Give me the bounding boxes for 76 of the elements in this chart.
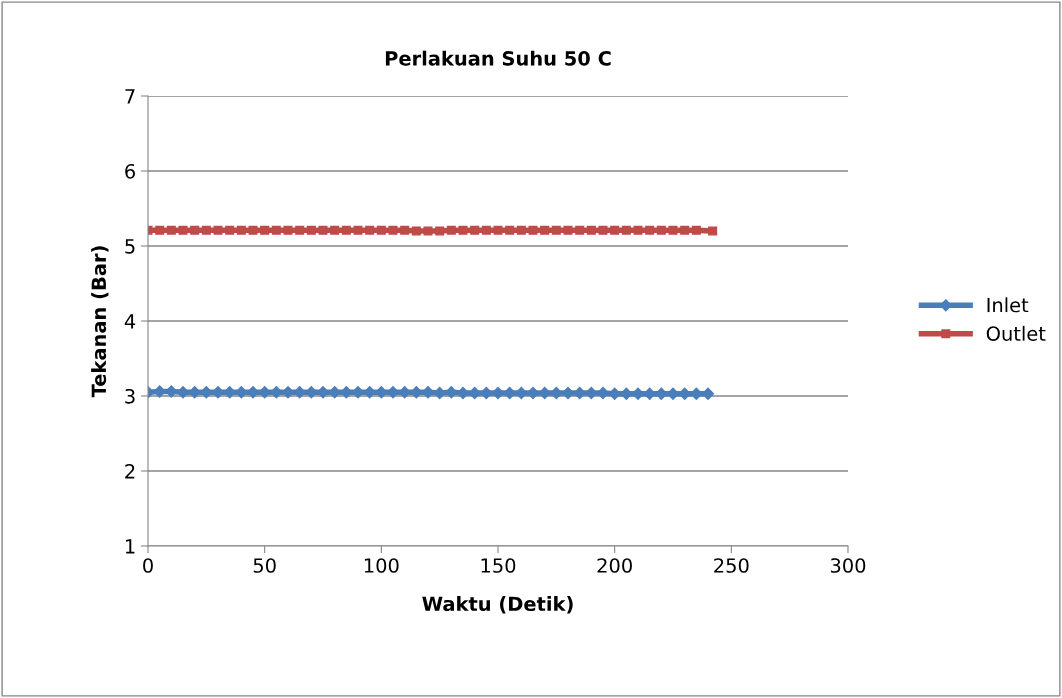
point: [236, 225, 246, 235]
point: [353, 225, 363, 235]
point: [468, 386, 481, 400]
point: [633, 225, 643, 235]
point: [260, 225, 270, 235]
x-tick-label: 200: [597, 558, 632, 573]
point: [423, 226, 433, 236]
legend-label: Outlet: [986, 325, 1046, 341]
point: [318, 225, 328, 235]
point: [306, 225, 316, 235]
point: [295, 225, 305, 235]
point: [190, 225, 200, 235]
point: [458, 225, 468, 235]
point: [470, 225, 480, 235]
x-tick-label: 100: [364, 558, 399, 573]
x-tick-label: 0: [143, 558, 153, 573]
point: [330, 225, 340, 235]
point: [573, 386, 586, 400]
chart-title: Perlakuan Suhu 50 C: [385, 50, 611, 66]
y-tick-label: 7: [125, 89, 135, 104]
x-tick-label: 300: [830, 558, 866, 573]
y-tick-label: 1: [125, 539, 135, 554]
point: [645, 225, 655, 235]
y-axis-title: Tekanan (Bar): [91, 246, 109, 398]
y-tick-label: 2: [125, 463, 135, 479]
point: [540, 225, 550, 235]
point: [610, 225, 620, 235]
point: [515, 386, 528, 400]
point: [598, 225, 608, 235]
point: [668, 225, 678, 235]
y-tick-label: 4: [124, 314, 136, 329]
point: [691, 225, 701, 235]
point: [680, 225, 690, 235]
y-tick-label: 3: [125, 388, 135, 404]
point: [446, 225, 456, 235]
point: [708, 226, 718, 236]
point: [248, 225, 258, 235]
y-tick-label: 5: [125, 239, 135, 254]
point: [213, 225, 223, 235]
x-tick-label: 50: [253, 558, 276, 573]
point: [400, 225, 410, 235]
x-tick-label: 250: [714, 558, 749, 573]
point: [433, 386, 446, 400]
point: [166, 225, 176, 235]
point: [283, 225, 293, 235]
point: [551, 225, 561, 235]
point: [528, 225, 538, 235]
point: [435, 226, 445, 236]
point: [341, 225, 351, 235]
point: [178, 225, 188, 235]
point: [481, 225, 491, 235]
point: [585, 386, 598, 400]
point: [575, 225, 585, 235]
x-tick-label: 150: [481, 558, 516, 573]
point: [503, 386, 516, 400]
legend-label: Inlet: [987, 297, 1029, 313]
point: [621, 225, 631, 235]
point: [365, 225, 375, 235]
point: [155, 225, 165, 235]
x-axis-title: Waktu (Detik): [422, 596, 573, 614]
point: [550, 386, 563, 400]
point: [505, 225, 515, 235]
point: [376, 225, 386, 235]
point: [516, 225, 526, 235]
point: [563, 225, 573, 235]
point: [225, 225, 235, 235]
point: [538, 386, 551, 400]
point: [388, 225, 398, 235]
point: [586, 225, 596, 235]
point: [493, 225, 503, 235]
point: [201, 225, 211, 235]
point: [480, 386, 493, 400]
point: [271, 225, 281, 235]
point: [411, 226, 421, 236]
y-tick-label: 6: [125, 163, 135, 179]
point: [656, 225, 666, 235]
